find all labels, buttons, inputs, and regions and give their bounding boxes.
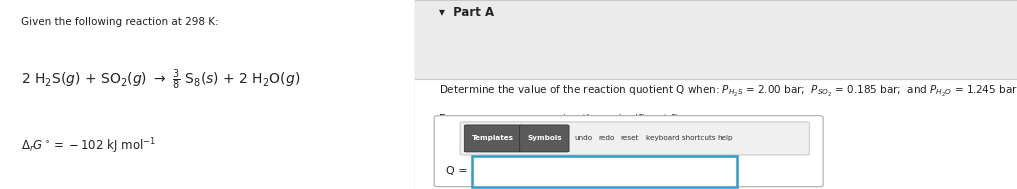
Text: undo: undo [574, 136, 592, 141]
FancyBboxPatch shape [434, 116, 823, 187]
Text: help: help [717, 136, 733, 141]
Text: Q =: Q = [446, 166, 468, 176]
Text: 2 H$_2$S($g$) + SO$_2$($g$) $\rightarrow$ $\frac{3}{8}$ S$_8$($s$) + 2 H$_2$O($g: 2 H$_2$S($g$) + SO$_2$($g$) $\rightarrow… [20, 68, 300, 92]
Text: $\Delta_r G^\circ = -102\ \mathrm{kJ\ mol}^{-1}$: $\Delta_r G^\circ = -102\ \mathrm{kJ\ mo… [20, 136, 156, 156]
Text: Determine the value of the reaction quotient Q when: $P_{\mathit{H_2S}}$ = 2.00 : Determine the value of the reaction quot… [439, 84, 1017, 99]
Text: ▾  Part A: ▾ Part A [439, 6, 494, 19]
FancyBboxPatch shape [465, 125, 522, 152]
Text: redo: redo [598, 136, 614, 141]
Text: Express your answer using three significant figures.: Express your answer using three signific… [439, 114, 710, 124]
Text: keyboard shortcuts: keyboard shortcuts [646, 136, 716, 141]
Bar [472, 156, 737, 187]
Bar [415, 79, 1017, 189]
Text: Given the following reaction at 298 K:: Given the following reaction at 298 K: [20, 17, 219, 27]
Text: Templates: Templates [472, 136, 515, 141]
Text: Symbols: Symbols [527, 136, 561, 141]
FancyBboxPatch shape [520, 125, 570, 152]
FancyBboxPatch shape [460, 122, 810, 155]
Bar [415, 0, 1017, 79]
Text: reset: reset [620, 136, 640, 141]
